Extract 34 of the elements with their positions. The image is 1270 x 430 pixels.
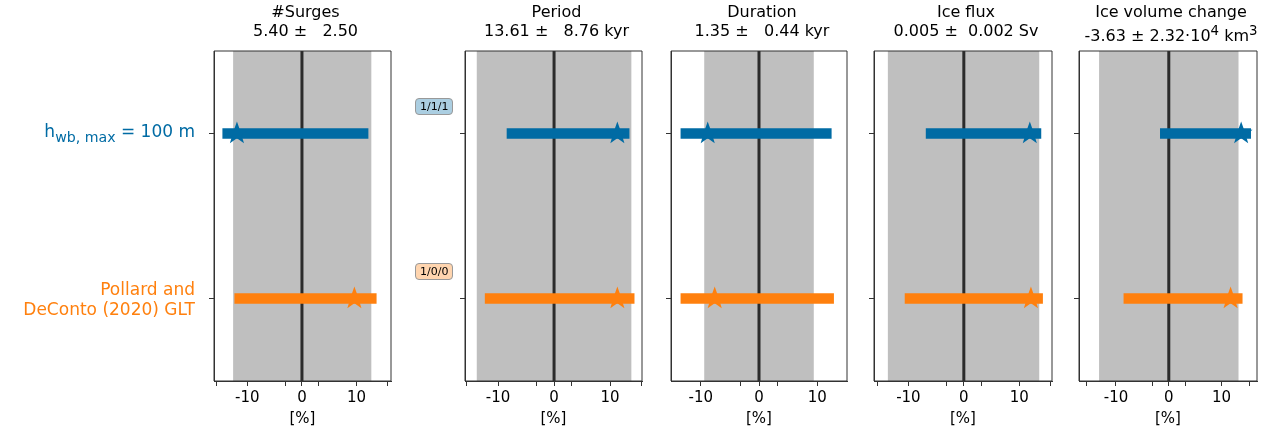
x-tick-label: -10 [688,387,713,406]
chart-title: Ice volume change [1094,2,1248,21]
x-tick-label: 0 [754,387,764,406]
chart-subtitle: 0.005 ± 0.002 Sv [893,21,1039,40]
x-tick-label: -10 [485,387,511,406]
chart-title: Duration [726,2,798,21]
chart-subtitle: 5.40 ± 2.50 [252,21,359,40]
x-tick-label: 10 [1212,387,1232,406]
x-axis-title: [%] [1155,408,1181,427]
text: 1/1/1 [415,97,454,115]
x-tick-label: -10 [235,387,260,406]
x-tick-label: 0 [297,387,307,406]
y-tick-label: h$_{wb, max}$ = 100 m [44,120,195,147]
chart-subtitle: 1.35 ± 0.44 kyr [694,21,830,40]
chart-title: #Surges [270,2,341,21]
x-tick-label: -10 [1103,387,1129,406]
chart-title: Period [530,2,583,21]
y-tick-label: Pollard and DeConto (2020) GLT [23,278,195,319]
x-tick-label: 10 [600,387,620,406]
text: 1/0/0 [415,262,454,280]
x-tick-label: 0 [959,387,969,406]
x-axis-title: [%] [540,408,567,427]
x-axis-title: [%] [746,408,772,427]
chart-subtitle: -3.63 ± 2.32·10$^{4}$ km$^{3}$ [1084,23,1258,46]
x-axis-title: [%] [950,408,976,427]
x-tick-label: 10 [807,387,827,406]
x-tick-label: 10 [347,387,367,406]
x-tick-label: 0 [1164,387,1174,406]
x-tick-label: 10 [1009,387,1029,406]
chart-title: Ice flux [936,2,996,21]
x-tick-label: -10 [896,387,921,406]
x-tick-label: 0 [549,387,559,406]
x-axis-title: [%] [289,408,316,427]
chart-subtitle: 13.61 ± 8.76 kyr [483,21,629,40]
